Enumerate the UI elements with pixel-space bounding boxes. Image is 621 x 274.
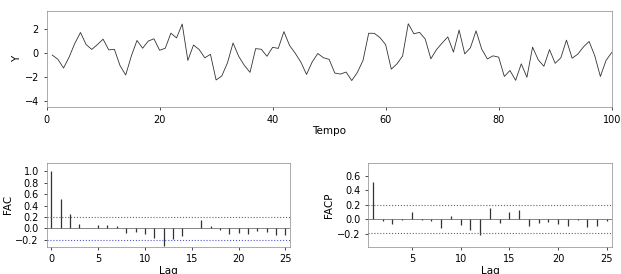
X-axis label: Tempo: Tempo [312, 126, 346, 136]
Y-axis label: FAC: FAC [2, 195, 12, 214]
Y-axis label: FACP: FACP [324, 192, 334, 218]
X-axis label: Lag: Lag [159, 266, 178, 274]
Y-axis label: Y: Y [12, 56, 22, 62]
X-axis label: Lag: Lag [481, 266, 499, 274]
